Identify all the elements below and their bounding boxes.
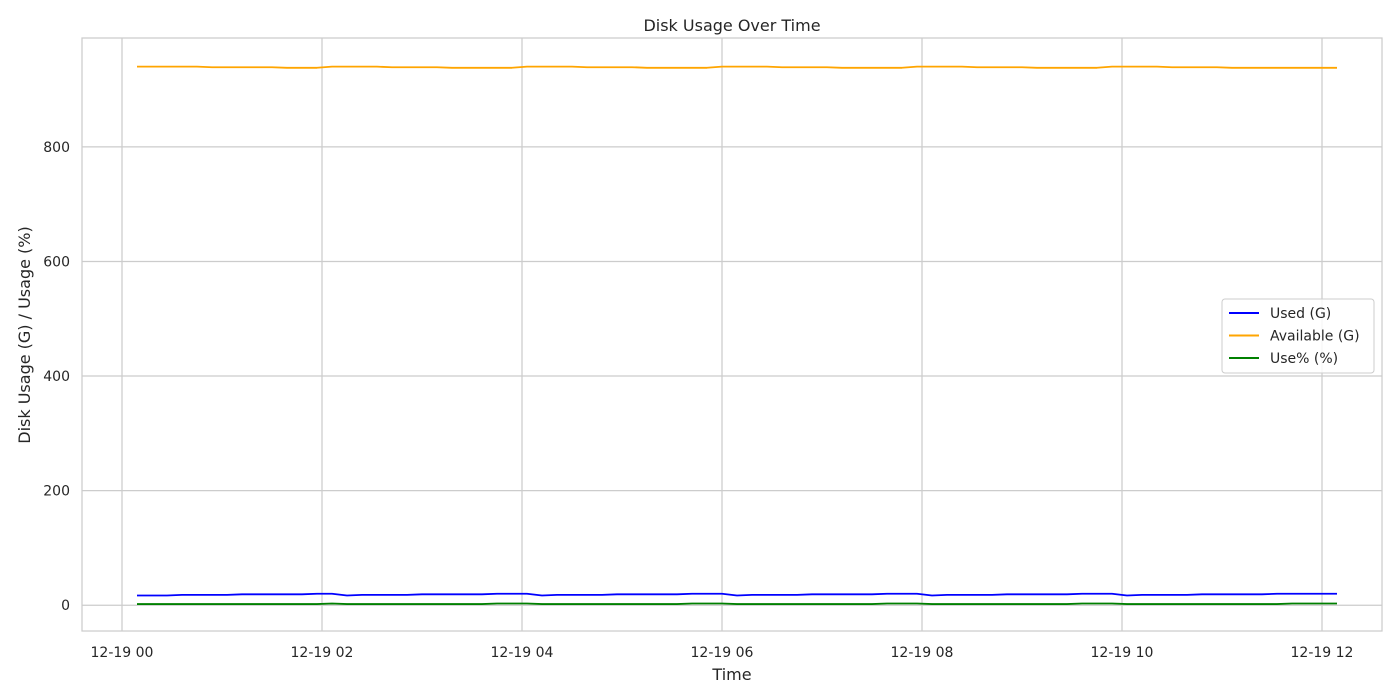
y-axis-ticks: 0 200 400 600 800 — [43, 140, 70, 614]
x-axis-ticks: 12-19 00 12-19 02 12-19 04 12-19 06 12-19 08… — [91, 645, 1354, 661]
x-tick-label: 12-19 08 — [891, 645, 954, 661]
y-tick-label: 200 — [43, 484, 70, 500]
x-tick-label: 12-19 06 — [691, 645, 754, 661]
x-tick-label: 12-19 02 — [291, 645, 354, 661]
series-lines — [137, 65, 1337, 605]
legend: Used (G) Available (G) Use% (%) — [1221, 298, 1375, 374]
y-tick-label: 0 — [61, 598, 70, 614]
x-axis-title: Time — [711, 665, 751, 684]
series-line-used-g — [137, 592, 1337, 597]
legend-label: Used (G) — [1270, 306, 1331, 322]
y-tick-label: 800 — [43, 140, 70, 156]
series-line-use — [137, 602, 1337, 605]
legend-box — [1221, 298, 1375, 374]
y-tick-label: 400 — [43, 369, 70, 385]
plot-frame — [81, 37, 1383, 632]
grid — [82, 38, 1382, 631]
x-tick-label: 12-19 00 — [91, 645, 154, 661]
y-axis-title: Disk Usage (G) / Usage (%) — [15, 226, 34, 443]
x-tick-label: 12-19 12 — [1291, 645, 1354, 661]
series-line-available-g — [137, 65, 1337, 69]
legend-label: Use% (%) — [1270, 351, 1338, 367]
legend-label: Available (G) — [1270, 329, 1360, 345]
y-tick-label: 600 — [43, 254, 70, 270]
x-tick-label: 12-19 04 — [491, 645, 554, 661]
x-tick-label: 12-19 10 — [1091, 645, 1154, 661]
chart-title: Disk Usage Over Time — [643, 16, 820, 35]
